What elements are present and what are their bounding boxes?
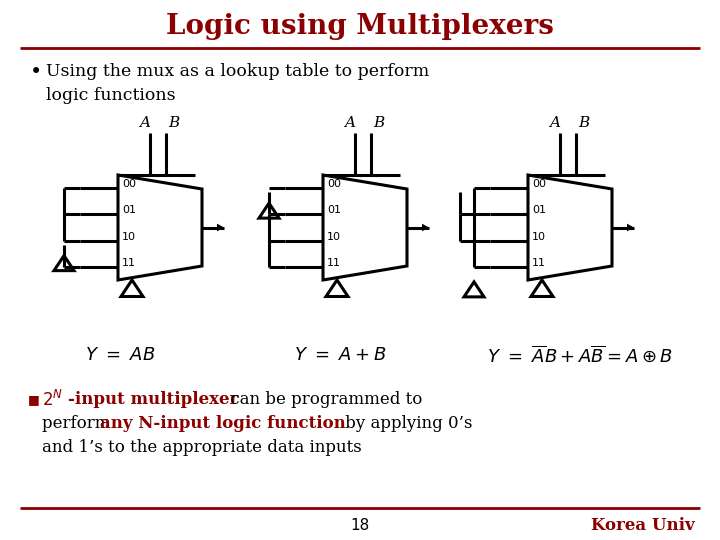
Text: $2^N$: $2^N$	[42, 390, 63, 410]
Text: 18: 18	[351, 517, 369, 532]
Text: Korea Univ: Korea Univ	[591, 516, 695, 534]
Text: 00: 00	[532, 179, 546, 189]
Text: can be programmed to: can be programmed to	[225, 392, 423, 408]
Text: $Y\ =\ A + B$: $Y\ =\ A + B$	[294, 346, 386, 364]
Text: B: B	[578, 116, 590, 130]
Text: logic functions: logic functions	[46, 86, 176, 104]
Text: perform: perform	[42, 415, 116, 433]
Text: and 1’s to the appropriate data inputs: and 1’s to the appropriate data inputs	[42, 440, 361, 456]
Text: 01: 01	[122, 205, 136, 215]
Text: Using the mux as a lookup table to perform: Using the mux as a lookup table to perfo…	[46, 64, 429, 80]
Text: Logic using Multiplexers: Logic using Multiplexers	[166, 12, 554, 39]
Text: •: •	[30, 62, 42, 82]
Text: 01: 01	[532, 205, 546, 215]
Text: by applying 0’s: by applying 0’s	[340, 415, 472, 433]
Text: A: A	[140, 116, 150, 130]
Text: 11: 11	[532, 258, 546, 268]
Text: 11: 11	[122, 258, 136, 268]
Text: $Y\ =\ \overline{A}B + A\overline{B} = A \oplus B$: $Y\ =\ \overline{A}B + A\overline{B} = A…	[487, 345, 673, 366]
Text: 00: 00	[327, 179, 341, 189]
Text: any N-input logic function: any N-input logic function	[100, 415, 346, 433]
Text: 10: 10	[122, 232, 136, 241]
Text: 00: 00	[122, 179, 136, 189]
Text: A: A	[344, 116, 356, 130]
Polygon shape	[422, 224, 429, 231]
Text: A: A	[549, 116, 560, 130]
Polygon shape	[627, 224, 634, 231]
Text: B: B	[168, 116, 179, 130]
Text: 01: 01	[327, 205, 341, 215]
Text: B: B	[374, 116, 384, 130]
Text: 11: 11	[327, 258, 341, 268]
Text: 10: 10	[532, 232, 546, 241]
Text: $Y\ =\ AB$: $Y\ =\ AB$	[85, 346, 156, 364]
Polygon shape	[217, 224, 224, 231]
Text: -input multiplexer: -input multiplexer	[68, 392, 238, 408]
Text: 10: 10	[327, 232, 341, 241]
Text: ■: ■	[28, 394, 40, 407]
